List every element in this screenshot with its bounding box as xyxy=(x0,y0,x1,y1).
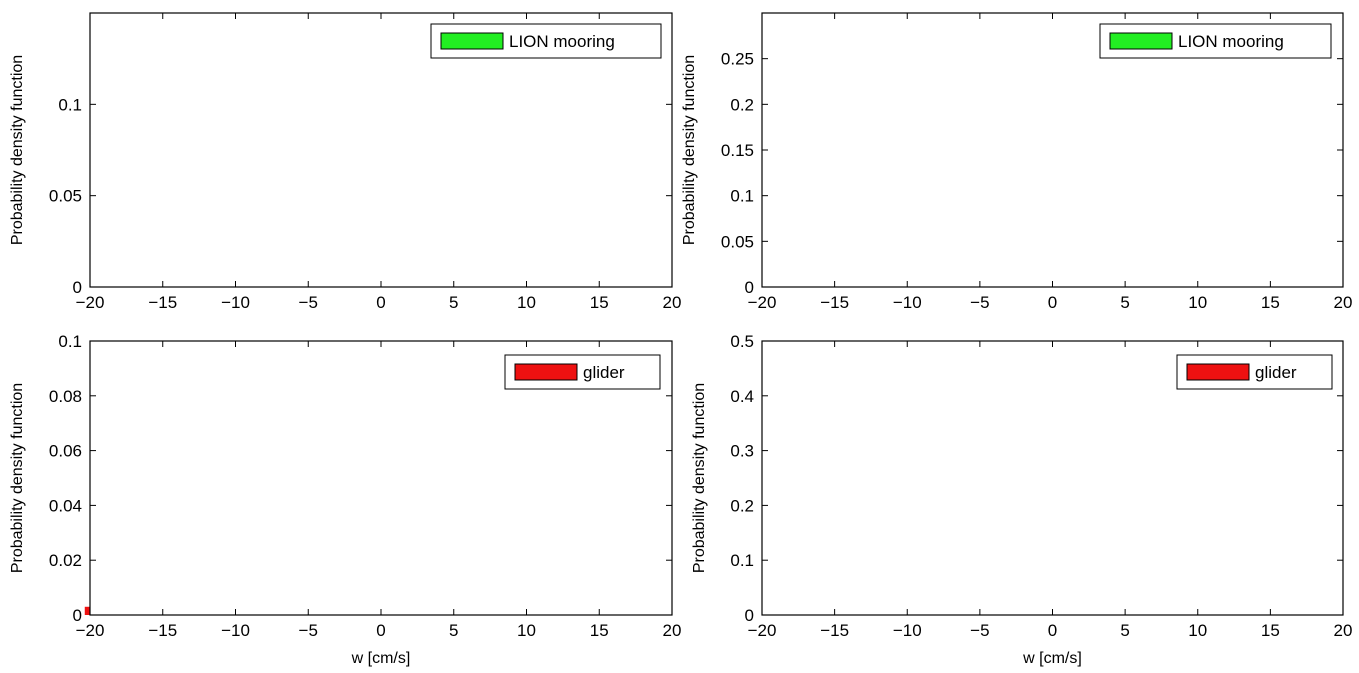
x-tick-label: 5 xyxy=(449,621,458,640)
x-tick-label: −10 xyxy=(893,293,922,312)
x-tick-label: 0 xyxy=(1048,621,1057,640)
x-tick-label: −20 xyxy=(748,621,777,640)
ticks: −20 −15 −10 −5 0 5 10 15 20 0 0.05 0.1 xyxy=(49,13,682,312)
x-tick-label: 10 xyxy=(517,293,536,312)
chart-panel-top-right: −20 −15 −10 −5 0 5 10 15 20 0 0.05 0.1 0.15 0.2 0.25 Pr… xyxy=(681,12,1353,312)
x-tick-label: 20 xyxy=(1334,293,1353,312)
x-tick-label: 20 xyxy=(663,621,682,640)
y-tick-label: 0.5 xyxy=(730,332,754,351)
y-tick-label: 0 xyxy=(73,278,82,297)
ticks: −20 −15 −10 −5 0 5 10 15 20 0 0.02 0.04 0.06 0.08 0.1 xyxy=(49,332,682,640)
x-tick-label: 10 xyxy=(1188,621,1207,640)
y-tick-label: 0.04 xyxy=(49,496,82,515)
y-tick-label: 0.1 xyxy=(58,332,82,351)
x-tick-label: 5 xyxy=(1120,621,1129,640)
y-tick-label: 0.3 xyxy=(730,442,754,461)
x-tick-label: 5 xyxy=(1120,293,1129,312)
y-tick-label: 0.06 xyxy=(49,442,82,461)
x-tick-label: 20 xyxy=(1334,621,1353,640)
y-tick-label: 0.2 xyxy=(730,496,754,515)
axes-frame xyxy=(761,12,1344,288)
x-tick-label: 0 xyxy=(376,621,385,640)
x-tick-label: 20 xyxy=(663,293,682,312)
y-tick-label: 0.4 xyxy=(730,387,754,406)
legend-swatch xyxy=(1186,363,1250,381)
x-tick-label: −5 xyxy=(299,621,318,640)
ticks: −20 −15 −10 −5 0 5 10 15 20 0 0.05 0.1 0.15 0.2 0.25 xyxy=(721,13,1353,312)
x-tick-label: 15 xyxy=(1261,621,1280,640)
y-tick-label: 0.08 xyxy=(49,387,82,406)
y-tick-label: 0.25 xyxy=(721,50,754,69)
x-tick-label: 15 xyxy=(590,621,609,640)
x-tick-label: 0 xyxy=(1048,293,1057,312)
legend-swatch xyxy=(514,363,578,381)
x-tick-label: 0 xyxy=(376,293,385,312)
x-tick-label: 10 xyxy=(1188,293,1207,312)
x-tick-label: 15 xyxy=(590,293,609,312)
chart-panel-bottom-right: −20 −15 −10 −5 0 5 10 15 20 0 0.1 0.2 0.3 0.4 0.5 Proba… xyxy=(691,332,1352,667)
x-tick-label: −20 xyxy=(76,621,105,640)
x-tick-label: 10 xyxy=(517,621,536,640)
x-tick-label: −15 xyxy=(148,293,177,312)
y-tick-label: 0 xyxy=(73,606,82,625)
x-tick-label: −5 xyxy=(970,293,989,312)
y-axis-label: Probability density function xyxy=(9,383,26,573)
legend-swatch xyxy=(1109,32,1173,50)
ticks: −20 −15 −10 −5 0 5 10 15 20 0 0.1 0.2 0.3 0.4 0.5 xyxy=(730,332,1352,640)
y-axis-label: Probability density function xyxy=(9,55,26,245)
legend-label: LION mooring xyxy=(1178,32,1284,51)
x-tick-label: −5 xyxy=(299,293,318,312)
axes-frame xyxy=(89,12,673,288)
chart-panel-top-left: −20 −15 −10 −5 0 5 10 15 20 0 0.05 0.1 Probability d… xyxy=(9,12,682,312)
x-tick-label: −10 xyxy=(221,621,250,640)
legend-label: glider xyxy=(1255,363,1297,382)
legend: glider xyxy=(504,354,661,390)
y-tick-label: 0 xyxy=(745,278,754,297)
y-axis-label: Probability density function xyxy=(681,55,698,245)
x-tick-label: −15 xyxy=(820,293,849,312)
legend-swatch xyxy=(440,32,504,50)
legend: glider xyxy=(1176,354,1333,390)
y-tick-label: 0.1 xyxy=(730,551,754,570)
legend-label: glider xyxy=(583,363,625,382)
x-axis-label: w [cm/s] xyxy=(351,650,411,667)
x-axis-label: w [cm/s] xyxy=(1022,650,1082,667)
x-tick-label: −20 xyxy=(76,293,105,312)
legend: LION mooring xyxy=(430,23,662,59)
legend: LION mooring xyxy=(1099,23,1332,59)
x-tick-label: −10 xyxy=(221,293,250,312)
y-tick-label: 0.05 xyxy=(49,187,82,206)
x-tick-label: −15 xyxy=(148,621,177,640)
y-tick-label: 0.1 xyxy=(730,187,754,206)
y-tick-label: 0.15 xyxy=(721,141,754,160)
x-tick-label: −5 xyxy=(970,621,989,640)
x-tick-label: −15 xyxy=(820,621,849,640)
y-tick-label: 0.2 xyxy=(730,95,754,114)
y-tick-label: 0.1 xyxy=(58,95,82,114)
y-tick-label: 0.05 xyxy=(721,232,754,251)
x-tick-label: 5 xyxy=(449,293,458,312)
x-tick-label: 15 xyxy=(1261,293,1280,312)
y-tick-label: 0 xyxy=(745,606,754,625)
y-axis-label: Probability density function xyxy=(691,383,708,573)
x-tick-label: −10 xyxy=(893,621,922,640)
x-tick-label: −20 xyxy=(748,293,777,312)
y-tick-label: 0.02 xyxy=(49,551,82,570)
legend-label: LION mooring xyxy=(509,32,615,51)
chart-panel-bottom-left: −20 −15 −10 −5 0 5 10 15 20 0 0.02 0.04 0.06 0.08 0.1 P… xyxy=(9,332,681,667)
